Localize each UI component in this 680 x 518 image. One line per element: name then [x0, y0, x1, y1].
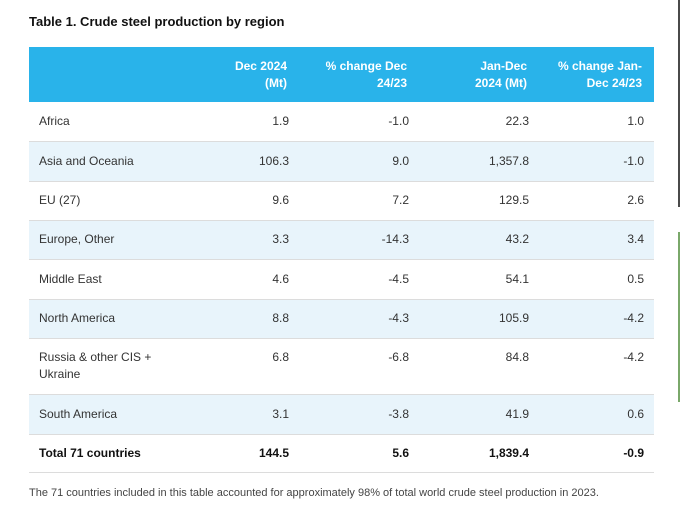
header-dec-2024: Dec 2024 (Mt)	[204, 47, 299, 102]
ytd-value-cell: 22.3	[419, 102, 539, 142]
total-label-cell: Total 71 countries	[29, 434, 204, 473]
total-ytd-cell: 1,839.4	[419, 434, 539, 473]
ytd-change-cell: 0.5	[539, 259, 654, 300]
region-cell: Russia & other CIS + Ukraine	[29, 338, 204, 395]
dec-value-cell: 3.1	[204, 394, 299, 435]
dec-value-cell: 8.8	[204, 299, 299, 339]
total-row: Total 71 countries 144.5 5.6 1,839.4 -0.…	[29, 434, 654, 473]
table-row: Europe, Other 3.3 -14.3 43.2 3.4	[29, 220, 654, 260]
ytd-change-cell: 0.6	[539, 394, 654, 435]
header-jan-dec: Jan-Dec 2024 (Mt)	[419, 47, 539, 102]
dec-change-cell: 9.0	[299, 141, 419, 182]
ytd-value-cell: 43.2	[419, 220, 539, 260]
table-row: Russia & other CIS + Ukraine 6.8 -6.8 84.…	[29, 338, 654, 395]
page-edge-divider	[678, 0, 680, 207]
table-row: Middle East 4.6 -4.5 54.1 0.5	[29, 259, 654, 300]
ytd-value-cell: 84.8	[419, 338, 539, 395]
table-row: EU (27) 9.6 7.2 129.5 2.6	[29, 181, 654, 221]
region-cell: Africa	[29, 102, 204, 142]
dec-value-cell: 4.6	[204, 259, 299, 300]
steel-production-table: Dec 2024 (Mt) % change Dec 24/23 Jan-Dec 20…	[29, 47, 654, 473]
dec-value-cell: 9.6	[204, 181, 299, 221]
table-header-row: Dec 2024 (Mt) % change Dec 24/23 Jan-Dec 20…	[29, 47, 654, 102]
ytd-change-cell: 2.6	[539, 181, 654, 221]
ytd-change-cell: 1.0	[539, 102, 654, 142]
region-cell: North America	[29, 299, 204, 339]
table-footnote: The 71 countries included in this table …	[29, 487, 599, 499]
total-dec-change-cell: 5.6	[299, 434, 419, 473]
dec-change-cell: -4.3	[299, 299, 419, 339]
dec-change-cell: -1.0	[299, 102, 419, 142]
header-change-jan-dec: % change Jan- Dec 24/23	[539, 47, 654, 102]
header-change-dec: % change Dec 24/23	[299, 47, 419, 102]
region-cell: EU (27)	[29, 181, 204, 221]
dec-change-cell: 7.2	[299, 181, 419, 221]
table-title: Table 1. Crude steel production by regio…	[29, 14, 285, 29]
ytd-value-cell: 41.9	[419, 394, 539, 435]
region-cell: Middle East	[29, 259, 204, 300]
dec-change-cell: -4.5	[299, 259, 419, 300]
table-row: South America 3.1 -3.8 41.9 0.6	[29, 394, 654, 435]
total-ytd-change-cell: -0.9	[539, 434, 654, 473]
dec-value-cell: 1.9	[204, 102, 299, 142]
ytd-value-cell: 105.9	[419, 299, 539, 339]
table-row: Asia and Oceania 106.3 9.0 1,357.8 -1.0	[29, 141, 654, 182]
header-region	[29, 47, 204, 102]
ytd-change-cell: -4.2	[539, 299, 654, 339]
dec-value-cell: 6.8	[204, 338, 299, 395]
ytd-change-cell: -1.0	[539, 141, 654, 182]
table-row: North America 8.8 -4.3 105.9 -4.2	[29, 299, 654, 339]
dec-change-cell: -3.8	[299, 394, 419, 435]
ytd-change-cell: -4.2	[539, 338, 654, 395]
region-cell: Asia and Oceania	[29, 141, 204, 182]
ytd-value-cell: 1,357.8	[419, 141, 539, 182]
ytd-value-cell: 54.1	[419, 259, 539, 300]
dec-change-cell: -6.8	[299, 338, 419, 395]
region-cell: South America	[29, 394, 204, 435]
page-edge-accent	[678, 232, 680, 402]
region-cell: Europe, Other	[29, 220, 204, 260]
ytd-value-cell: 129.5	[419, 181, 539, 221]
dec-change-cell: -14.3	[299, 220, 419, 260]
table-row: Africa 1.9 -1.0 22.3 1.0	[29, 102, 654, 142]
dec-value-cell: 106.3	[204, 141, 299, 182]
dec-value-cell: 3.3	[204, 220, 299, 260]
total-dec-cell: 144.5	[204, 434, 299, 473]
ytd-change-cell: 3.4	[539, 220, 654, 260]
